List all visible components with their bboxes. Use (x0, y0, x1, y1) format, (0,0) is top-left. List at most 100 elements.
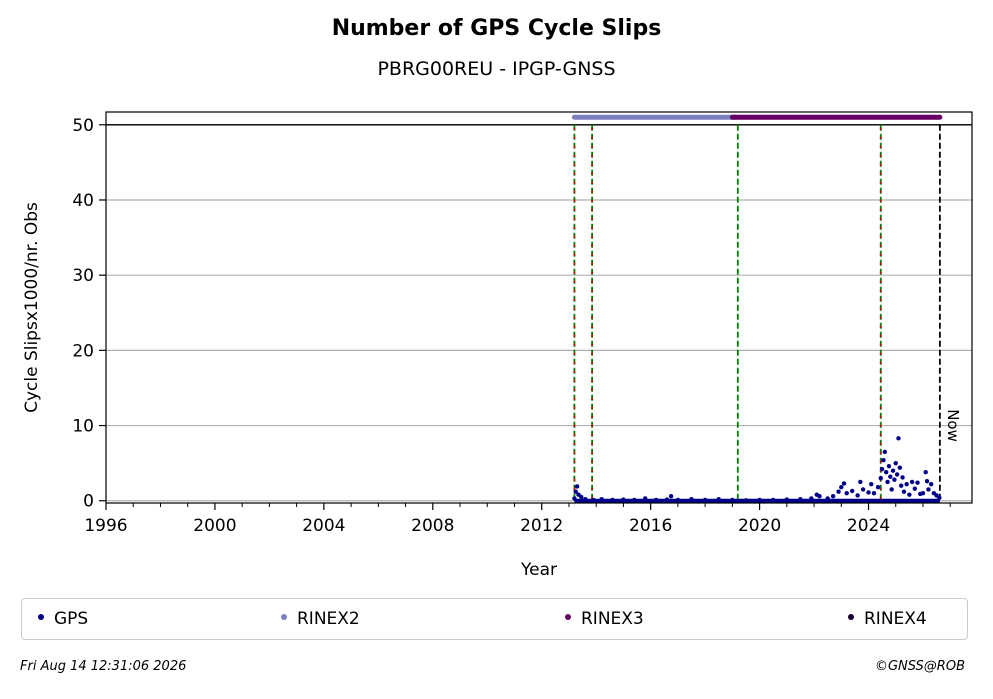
legend-rinex4-marker (848, 614, 854, 620)
x-axis-label: Year (520, 560, 557, 580)
gps-point (879, 466, 885, 472)
gps-point (885, 479, 890, 485)
gps-point (937, 495, 942, 500)
legend-rinex3-marker (565, 614, 571, 620)
gps-point (610, 497, 615, 503)
gps-point (881, 457, 886, 463)
y-tick-label: 50 (72, 116, 94, 136)
gps-point (904, 482, 909, 487)
gps-point (583, 497, 588, 502)
gps-point (689, 497, 694, 502)
gps-point (579, 494, 584, 500)
gps-point (878, 475, 883, 481)
legend-item-gps: GPS (38, 599, 88, 639)
gps-point (573, 489, 578, 494)
x-tick-label: 2020 (738, 516, 781, 536)
gps-point (892, 477, 897, 482)
gps-point (668, 494, 674, 499)
gps-point (743, 498, 749, 503)
gps-point (664, 497, 670, 502)
legend: GPS RINEX2 RINEX3 RINEX4 (21, 598, 968, 640)
gps-point (771, 497, 776, 503)
gps-point (702, 497, 708, 503)
gps-point (836, 489, 841, 494)
y-tick-label: 10 (72, 417, 94, 437)
x-tick-label: 2016 (629, 516, 672, 536)
gps-point (784, 497, 790, 502)
gps-point (871, 491, 877, 496)
gps-point (632, 497, 637, 503)
legend-gps-marker (38, 614, 44, 620)
legend-gps-label: GPS (54, 609, 89, 629)
gps-point (893, 460, 898, 466)
gps-point (884, 469, 889, 475)
gps-point (900, 475, 905, 480)
gps-point (621, 497, 626, 502)
gps-point (825, 496, 830, 501)
y-axis-label: Cycle Slipsx1000/nr. Obs (22, 202, 42, 413)
legend-rinex3-label: RINEX3 (581, 609, 644, 629)
gps-point (675, 497, 681, 503)
gps-point (798, 497, 803, 502)
legend-item-rinex3: RINEX3 (565, 599, 644, 639)
gps-point (855, 493, 860, 498)
gps-point (866, 490, 871, 495)
gps-point (730, 497, 735, 503)
x-tick-label: 2000 (193, 516, 236, 536)
gps-point (869, 482, 874, 487)
footer-copyright: ©GNSS@ROB (874, 659, 965, 674)
gps-point (643, 496, 648, 501)
y-tick-label: 40 (72, 191, 94, 211)
gps-point (844, 491, 849, 496)
y-tick-label: 20 (72, 341, 94, 361)
gps-point (599, 497, 604, 502)
gps-point (839, 485, 844, 490)
footer-timestamp: Fri Aug 14 12:31:06 2026 (20, 659, 187, 674)
legend-rinex2-label: RINEX2 (297, 609, 360, 629)
gps-point (924, 478, 930, 484)
gps-point (901, 489, 907, 494)
chart-subtitle: PBRG00REU - IPGP-GNSS (377, 58, 616, 80)
data-points (572, 436, 942, 503)
chart-title: Number of GPS Cycle Slips (331, 16, 662, 41)
x-tick-label: 2024 (847, 516, 890, 536)
gps-point (716, 497, 721, 502)
gps-point (653, 497, 659, 503)
gps-point (591, 497, 596, 503)
grid-lines (106, 124, 972, 502)
event-lines: Now (573, 124, 962, 503)
x-tick-label: 1996 (84, 516, 127, 536)
gps-point (898, 483, 904, 488)
legend-rinex4-label: RINEX4 (864, 609, 927, 629)
gps-point (830, 494, 836, 499)
gps-point (858, 479, 863, 485)
x-tick-label: 2012 (520, 516, 563, 536)
gps-point (928, 482, 934, 487)
x-tick-label: 2008 (411, 516, 454, 536)
gps-point (849, 488, 855, 494)
legend-item-rinex2: RINEX2 (281, 599, 360, 639)
y-tick-label: 0 (83, 492, 94, 512)
now-label: Now (944, 409, 962, 442)
gps-point (572, 496, 577, 501)
gps-point (841, 481, 847, 486)
gps-point (860, 487, 866, 492)
gps-point (886, 463, 892, 469)
gps-point (912, 486, 918, 491)
y-tick-label: 30 (72, 266, 94, 286)
gps-point (888, 474, 893, 479)
gps-point (890, 468, 896, 473)
axis-ticks: 1996 2000 2004 2008 2012 2016 2020 2024 0 10 20 30 4… (72, 116, 951, 536)
gps-point (907, 492, 912, 497)
gps-point (920, 491, 926, 496)
gps-point (809, 496, 814, 501)
legend-rinex2-marker (281, 614, 287, 620)
gps-point (896, 436, 901, 441)
gps-point (915, 480, 920, 485)
gps-point (894, 472, 900, 477)
x-tick-label: 2004 (302, 516, 345, 536)
gps-point (817, 494, 822, 499)
gps-point (926, 487, 931, 492)
gps-point (875, 485, 881, 490)
gps-point (909, 479, 915, 485)
